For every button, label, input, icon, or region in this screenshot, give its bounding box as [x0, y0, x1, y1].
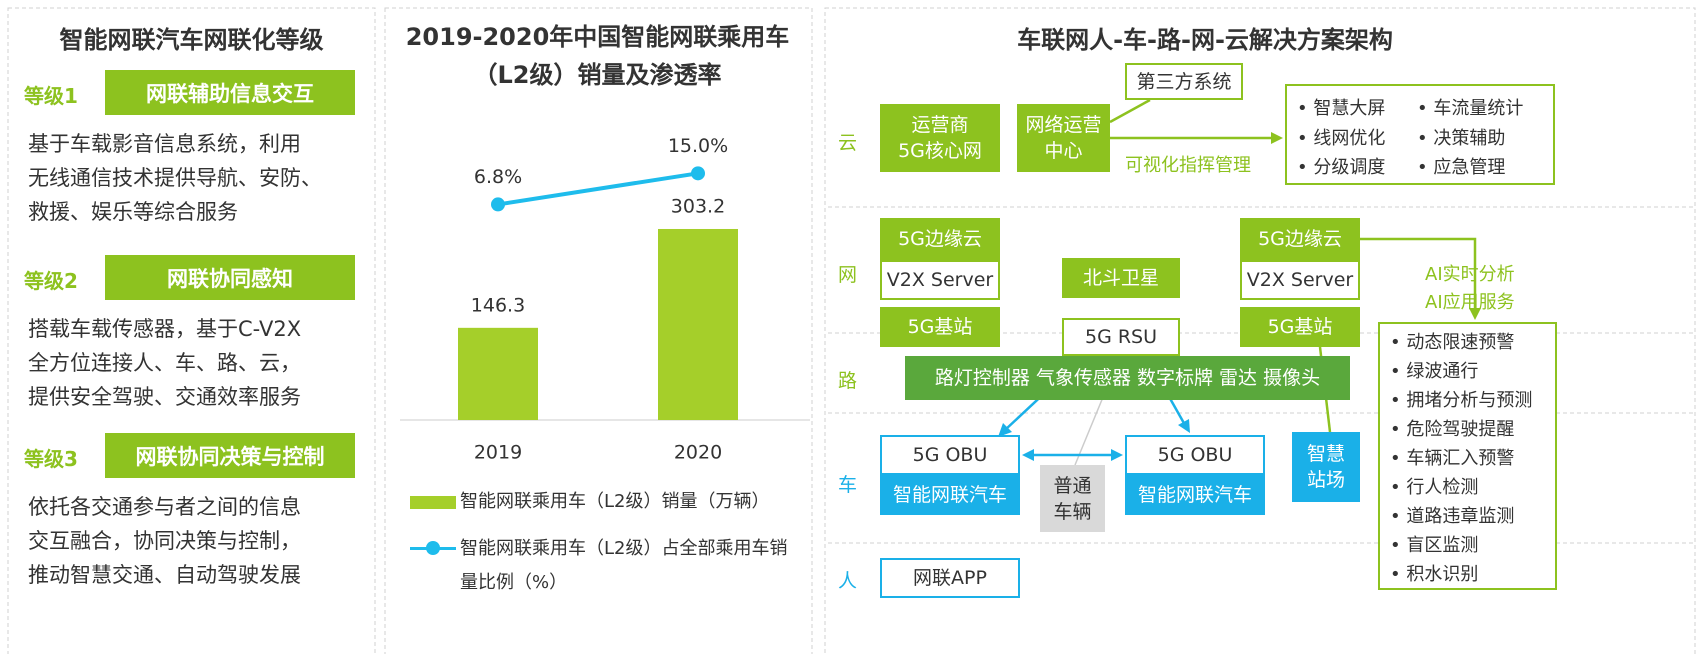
list-item: 车流量统计: [1417, 94, 1557, 124]
level-name: 网联协同感知: [105, 255, 355, 300]
level-description: 搭载车载传感器，基于C-V2X: [28, 317, 302, 341]
level-tag: 等级2: [24, 269, 78, 293]
list-item: 智慧大屏: [1297, 94, 1417, 124]
list-item: 分级调度: [1297, 153, 1417, 183]
x-tick-label: 2019: [474, 442, 522, 464]
node: 普通 车辆: [1040, 465, 1105, 532]
list-item: 行人检测: [1390, 473, 1555, 502]
node: 5G边缘云: [880, 218, 1000, 260]
data-label: 146.3: [471, 294, 525, 316]
data-label: 303.2: [671, 195, 725, 217]
list-item: 积水识别: [1390, 560, 1555, 589]
bar: [458, 327, 538, 420]
line: [497, 171, 699, 207]
marker: [491, 197, 505, 212]
level-tag: 等级3: [24, 447, 78, 471]
list-item: 危险驾驶提醒: [1390, 415, 1555, 444]
node: 5G边缘云: [1240, 218, 1360, 260]
list-item: 绿波通行: [1390, 357, 1555, 386]
level-description: 推动智慧交通、自动驾驶发展: [28, 563, 301, 587]
node: 运营商 5G核心网: [880, 104, 1000, 172]
node: 网联APP: [880, 558, 1020, 598]
node: V2X Server: [880, 260, 1000, 300]
data-label: 6.8%: [474, 166, 522, 188]
node: 5G OBU: [1125, 435, 1265, 475]
node: 智能网联汽车: [880, 475, 1020, 515]
list-item: 道路违章监测: [1390, 502, 1555, 531]
node: 北斗卫星: [1062, 258, 1180, 298]
legend-label: 智能网联乘用车（L2级）占全部乘用车销量比例（%）: [460, 538, 788, 593]
bar: [658, 228, 738, 420]
node: 5G基站: [880, 307, 1000, 347]
layer-label: 云: [838, 132, 858, 154]
layer-label: 车: [838, 474, 858, 496]
level-description: 提供安全驾驶、交通效率服务: [28, 385, 301, 409]
layer-label: 网: [838, 264, 858, 286]
list-item: 动态限速预警: [1390, 328, 1555, 357]
node: 智能网联汽车: [1125, 475, 1265, 515]
cloud-services: 智慧大屏车流量统计线网优化决策辅助分级调度应急管理: [1285, 84, 1555, 185]
list-item: 决策辅助: [1417, 124, 1557, 154]
layer-label: 路: [838, 370, 858, 392]
node: 5G基站: [1240, 307, 1360, 347]
list-item: 车辆汇入预警: [1390, 444, 1555, 473]
level-description: 交互融合，协同决策与控制，: [28, 529, 301, 553]
node: 5G OBU: [880, 435, 1020, 475]
node: 智慧 站场: [1292, 432, 1360, 502]
diagram-title: 车联网人-车-路-网-云解决方案架构: [1017, 26, 1393, 54]
chart-title: 2019-2020年中国智能网联乘用车（L2级）销量及渗透率: [405, 23, 790, 89]
annotation: 可视化指挥管理: [1125, 155, 1251, 176]
list-item: 应急管理: [1417, 153, 1557, 183]
list-item: 拥堵分析与预测: [1390, 386, 1555, 415]
node: 第三方系统: [1125, 63, 1243, 100]
list-item: 线网优化: [1297, 124, 1417, 154]
level-description: 无线通信技术提供导航、安防、: [28, 166, 322, 190]
road-devices: 路灯控制器 气象传感器 数字标牌 雷达 摄像头: [905, 356, 1350, 400]
level-description: 救援、娱乐等综合服务: [28, 200, 238, 224]
level-name: 网联辅助信息交互: [105, 70, 355, 115]
x-tick-label: 2020: [674, 442, 722, 464]
level-tag: 等级1: [24, 84, 78, 108]
node: 5G RSU: [1062, 318, 1180, 356]
layer-label: 人: [838, 570, 858, 592]
road-services: 动态限速预警绿波通行拥堵分析与预测危险驾驶提醒车辆汇入预警行人检测道路违章监测盲…: [1378, 322, 1557, 590]
level-name: 网联协同决策与控制: [105, 433, 355, 478]
legend-label: 智能网联乘用车（L2级）销量（万辆）: [460, 491, 770, 512]
list-item: 盲区监测: [1390, 531, 1555, 560]
data-label: 15.0%: [668, 135, 728, 157]
annotation: AI实时分析: [1425, 264, 1515, 285]
marker: [691, 166, 705, 181]
node: V2X Server: [1240, 260, 1360, 300]
annotation: AI应用服务: [1425, 292, 1515, 313]
level-description: 基于车载影音信息系统，利用: [28, 132, 301, 156]
legend-swatch: [426, 541, 440, 555]
node: 网络运营 中心: [1017, 104, 1110, 172]
level-description: 全方位连接人、车、路、云，: [28, 351, 301, 375]
level-description: 依托各交通参与者之间的信息: [28, 495, 301, 519]
panel-title: 智能网联汽车网联化等级: [59, 26, 324, 54]
legend-swatch: [410, 496, 456, 509]
